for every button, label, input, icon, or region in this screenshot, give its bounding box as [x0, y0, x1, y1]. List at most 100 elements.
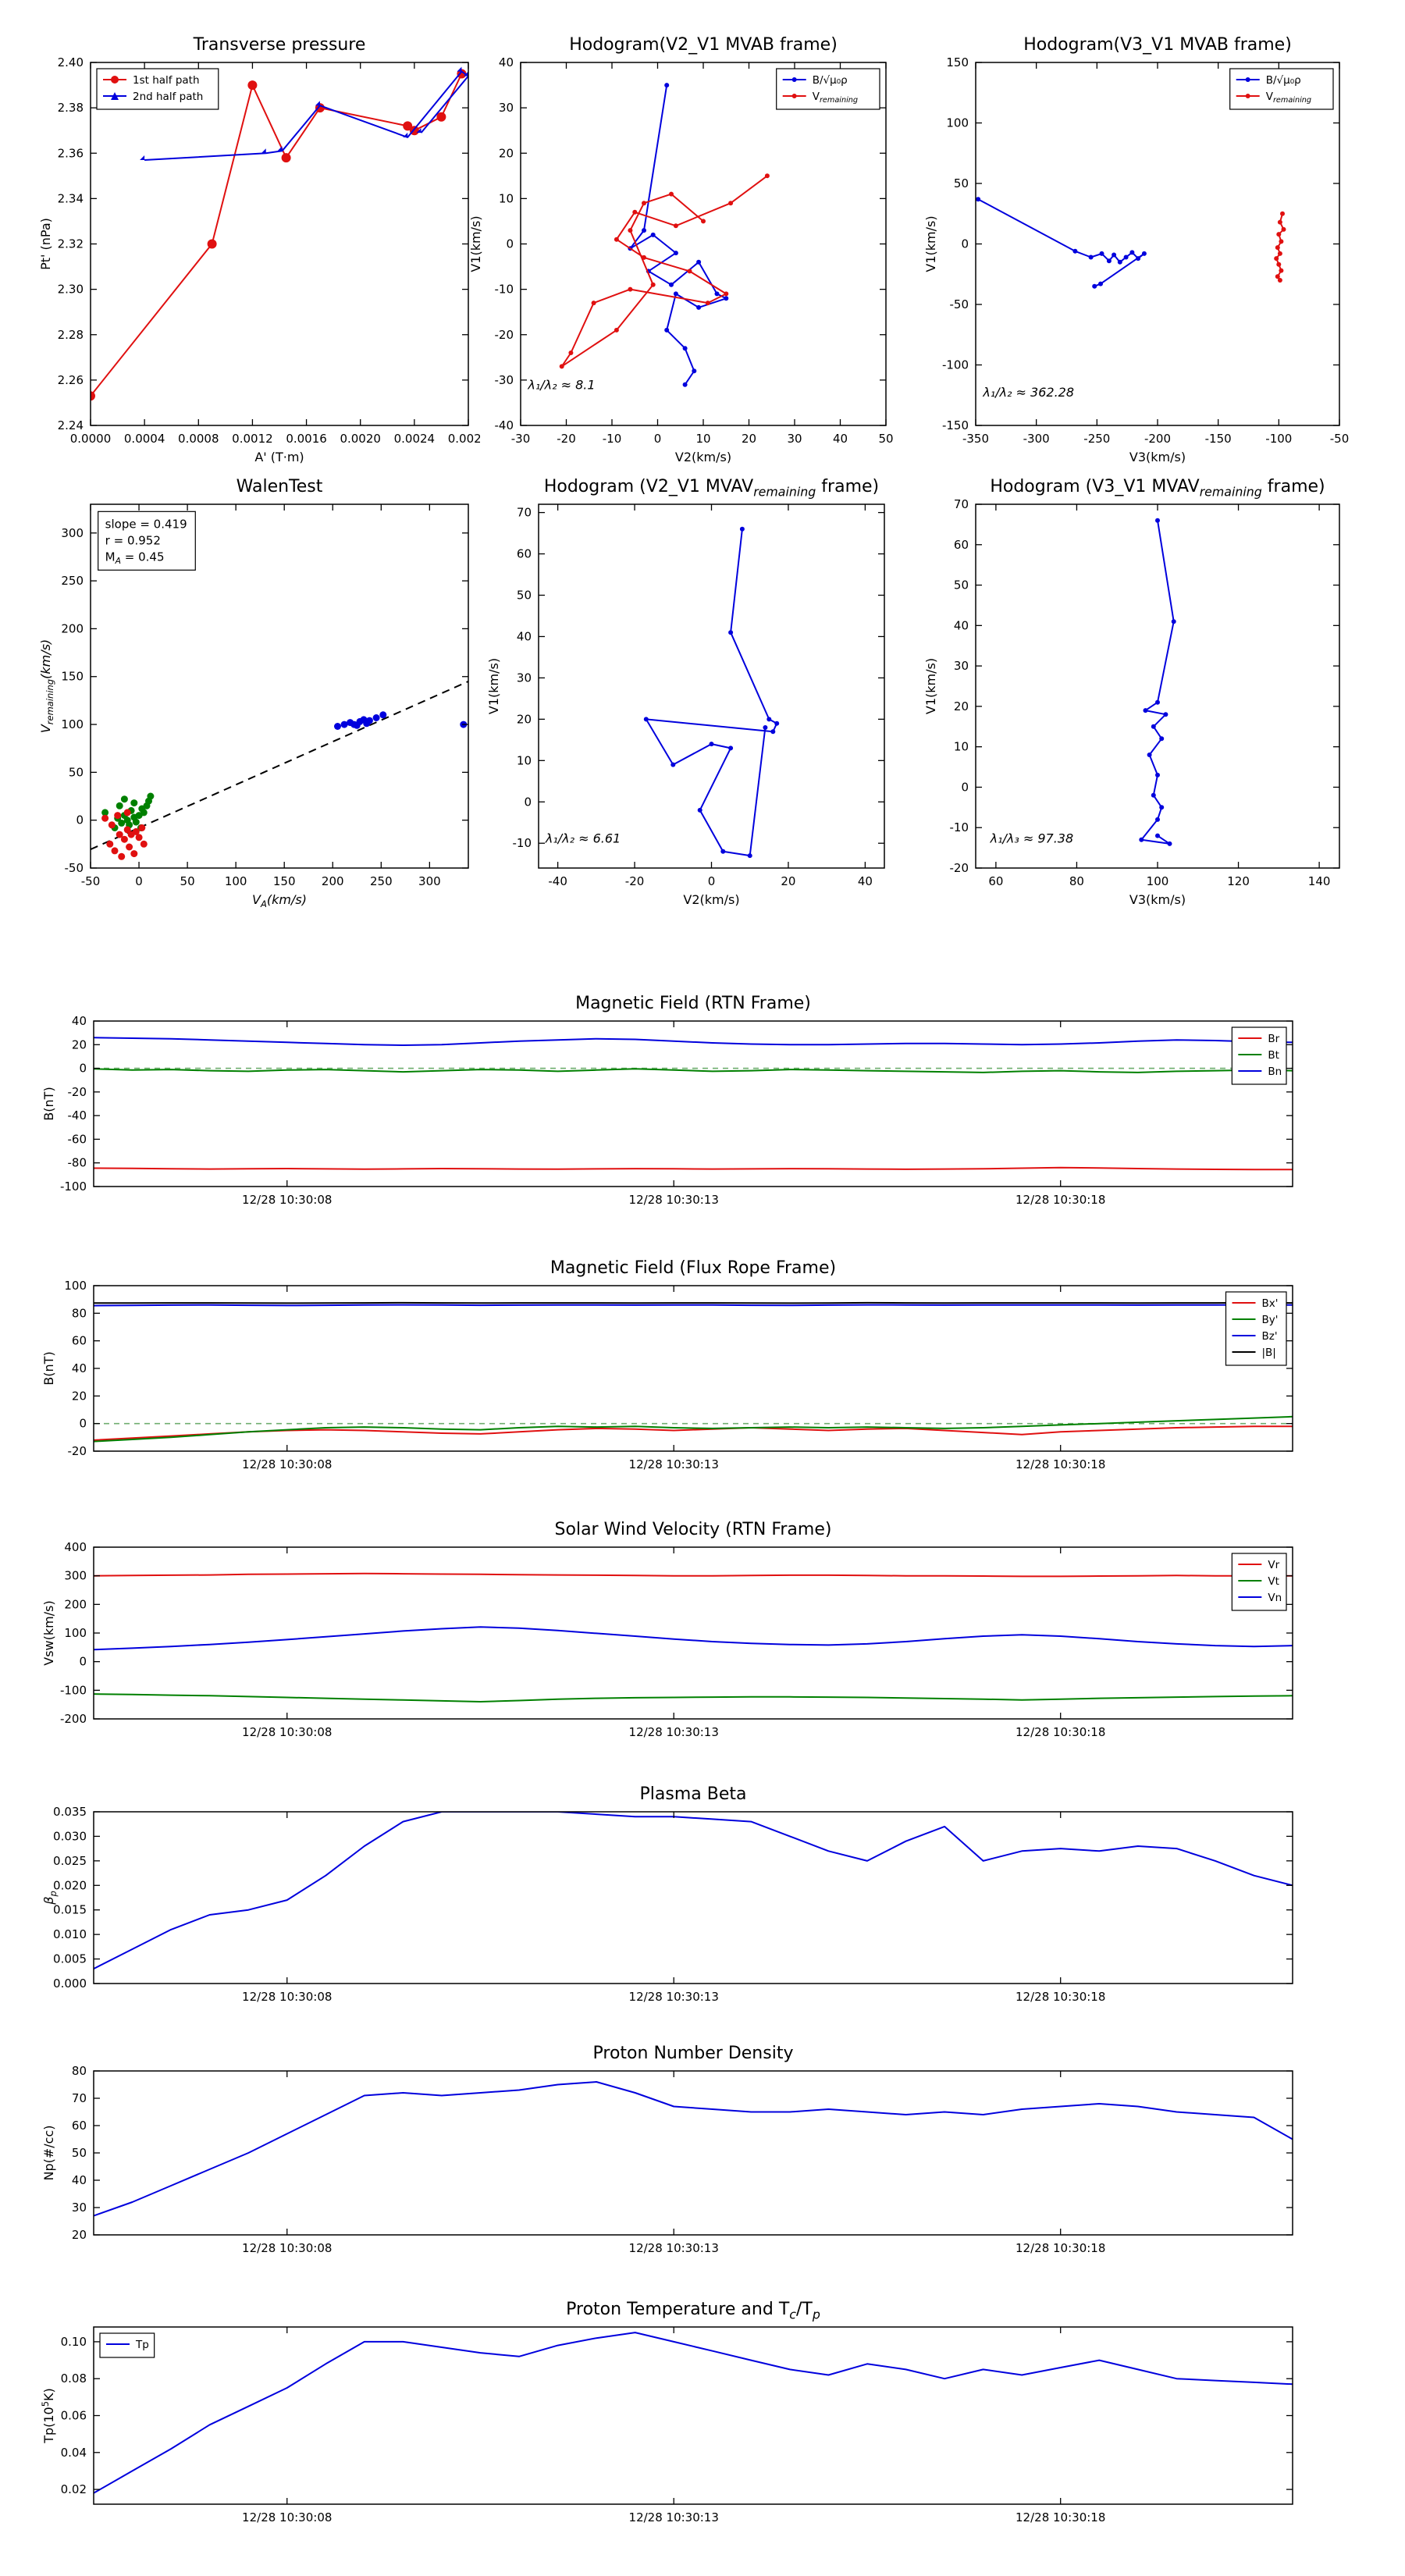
y-axis-label: Pt' (nPa)	[38, 218, 53, 270]
plot-area	[976, 62, 1339, 425]
legend-box	[776, 68, 880, 110]
x-axis-label: A' (T·m)	[254, 450, 304, 464]
lambda-annotation: λ₁/λ₂ ≈ 6.61	[545, 831, 621, 845]
legend-box	[1225, 1291, 1287, 1366]
point-marker	[714, 291, 720, 297]
x-tick-label: 12/28 10:30:13	[629, 1725, 719, 1739]
point-marker	[132, 827, 140, 835]
y-tick-label: 30	[499, 101, 514, 115]
point-marker	[1277, 278, 1282, 283]
axes-frame	[93, 1811, 1293, 1984]
point-marker	[116, 802, 123, 809]
y-tick-label: -20	[68, 1085, 87, 1099]
y-tick-label: 50	[954, 578, 969, 592]
series-line-Vt	[94, 1693, 1293, 1703]
x-tick-label: 60	[988, 874, 1003, 888]
point-marker	[664, 327, 670, 333]
point-marker	[976, 197, 981, 202]
point-marker	[767, 717, 772, 722]
legend-label: Vremaining	[813, 91, 858, 105]
plot-area	[94, 1021, 1293, 1187]
y-tick-label: -20	[68, 1444, 87, 1458]
legend-label: Bz'	[1262, 1330, 1278, 1343]
x-tick-label: 0.0020	[340, 432, 381, 446]
plot-area	[94, 2071, 1293, 2235]
y-tick-label: 0	[76, 813, 84, 827]
y-axis-label: B(nT)	[41, 1351, 56, 1385]
point-marker	[696, 259, 702, 265]
y-tick-label: 0.06	[61, 2409, 87, 2423]
chart-hodogram-v3v1-mvav: 60 80 100 120 140 -20 -10 0 10 20 30 40 50 60 70 Hodogr…	[913, 465, 1351, 911]
y-tick-label: 0.020	[53, 1878, 87, 1892]
legend-label: Vt	[1268, 1575, 1279, 1588]
chart-title: Hodogram (V2_V1 MVAVremaining frame)	[544, 477, 879, 499]
point-marker	[118, 819, 126, 827]
point-marker	[669, 191, 674, 197]
y-axis-label: V1(km/s)	[923, 215, 938, 272]
point-marker	[1281, 226, 1286, 232]
point-marker	[747, 853, 752, 859]
y-tick-label: 50	[72, 2146, 87, 2160]
point-marker	[642, 201, 646, 206]
point-marker	[720, 849, 726, 854]
chart-title: Hodogram(V2_V1 MVAB frame)	[569, 35, 838, 55]
point-marker	[763, 725, 768, 730]
chart-title: Transverse pressure	[193, 35, 366, 55]
legend-label: B/√μ₀ρ	[813, 74, 848, 87]
hodogram-v3v1-mvab-svg: -350 -300 -250 -200 -150 -100 -50 -150 -100 -50 0 5…	[923, 35, 1349, 464]
y-tick-label: 300	[64, 1569, 87, 1583]
point-marker	[568, 350, 574, 355]
y-tick-label: -10	[950, 820, 969, 834]
legend-box	[99, 2332, 155, 2358]
legend-box	[1229, 68, 1334, 110]
x-tick-label: 0.0028	[448, 432, 480, 446]
chart-hodogram-v3v1-mvab: -350 -300 -250 -200 -150 -100 -50 -150 -100 -50 0 5…	[913, 23, 1351, 468]
y-tick-label: -10	[513, 836, 532, 850]
proton-temperature-svg: 12/28 10:30:08 12/28 10:30:13 12/28 10:30:…	[40, 2300, 1293, 2524]
y-tick-label: 0.030	[53, 1829, 87, 1843]
y-axis-label: Vremaining(km/s)	[38, 639, 55, 733]
x-tick-label: 50	[180, 874, 195, 888]
point-marker	[147, 792, 155, 800]
y-tick-label: 200	[64, 1597, 87, 1611]
x-tick-label: 0.0024	[394, 432, 436, 446]
y-tick-label: -10	[495, 283, 514, 297]
point-marker	[774, 720, 780, 726]
point-marker	[1171, 619, 1176, 624]
point-marker	[697, 807, 702, 813]
x-tick-label: 40	[833, 432, 848, 446]
point-marker	[403, 121, 413, 131]
y-tick-label: 0	[506, 237, 514, 251]
legend-label: Vn	[1268, 1592, 1282, 1604]
point-marker	[108, 821, 116, 829]
point-marker	[111, 847, 119, 855]
y-tick-label: 40	[517, 629, 532, 643]
point-marker	[724, 296, 729, 301]
y-tick-label: 150	[946, 55, 969, 69]
x-tick-label: 12/28 10:30:13	[629, 1193, 719, 1207]
point-marker	[664, 83, 670, 88]
y-tick-label: 2.24	[58, 418, 84, 432]
proton-number-density-svg: 12/28 10:30:08 12/28 10:30:13 12/28 10:30:…	[41, 2044, 1293, 2255]
series-line-By'	[94, 1415, 1293, 1443]
plot-area	[94, 1547, 1293, 1719]
chart-title: Proton Temperature and Tc/Tp	[566, 2300, 820, 2322]
plot-area	[94, 1812, 1293, 1984]
x-tick-label: 40	[858, 874, 873, 888]
x-tick-label: -150	[1205, 432, 1232, 446]
triangle-marker	[140, 155, 145, 161]
y-tick-label: 20	[499, 146, 514, 160]
x-tick-label: 12/28 10:30:08	[242, 1193, 332, 1207]
y-axis-label: Tp(105K)	[40, 2388, 56, 2444]
y-axis-label: V1(km/s)	[923, 658, 938, 714]
x-tick-label: 80	[1069, 874, 1084, 888]
x-tick-label: 12/28 10:30:18	[1016, 1193, 1105, 1207]
point-marker	[130, 799, 138, 807]
solar-wind-velocity-svg: 12/28 10:30:08 12/28 10:30:13 12/28 10:30:…	[41, 1520, 1293, 1739]
legend-box	[1231, 1026, 1287, 1085]
point-marker	[682, 346, 688, 351]
point-marker	[643, 717, 649, 722]
y-tick-label: 60	[517, 547, 532, 561]
point-marker	[1274, 256, 1279, 262]
point-marker	[687, 269, 692, 274]
